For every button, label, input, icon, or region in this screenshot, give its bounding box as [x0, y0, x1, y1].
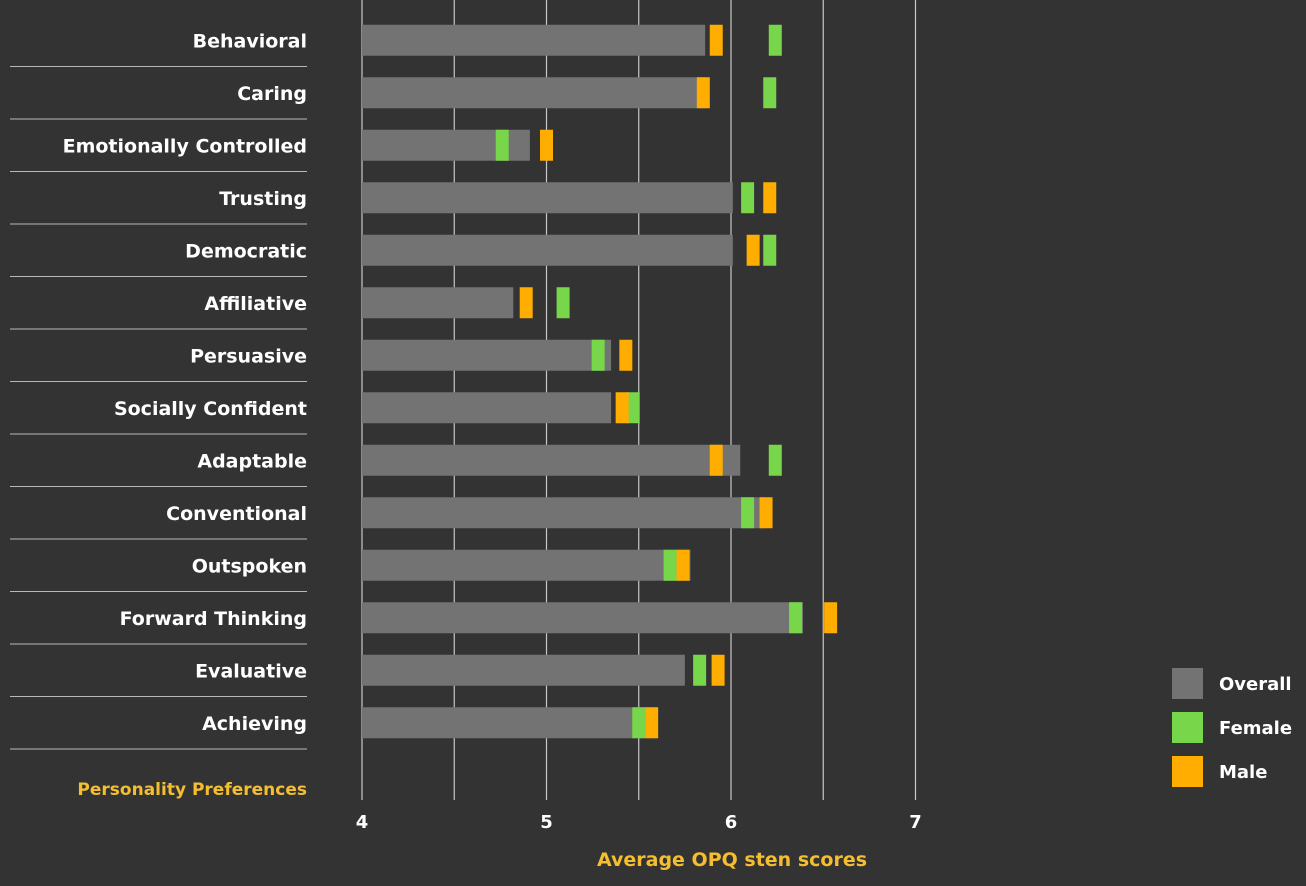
- marker-female: [495, 129, 509, 161]
- marker-female: [632, 707, 646, 739]
- bar-overall: [362, 707, 658, 739]
- legend-swatch-female: [1172, 712, 1203, 743]
- category-label: Socially Confident: [114, 398, 307, 420]
- bars: [362, 24, 838, 739]
- marker-female: [768, 24, 782, 56]
- legend-label-male: Male: [1219, 762, 1267, 783]
- marker-female: [741, 497, 755, 529]
- category-label: Affiliative: [204, 293, 307, 315]
- marker-female: [789, 602, 803, 634]
- marker-male: [824, 602, 838, 634]
- bar-overall: [362, 602, 803, 634]
- marker-female: [768, 444, 782, 476]
- row-separators: [10, 66, 307, 750]
- x-tick-labels: 4 5 6 7: [356, 812, 922, 833]
- marker-male: [696, 77, 710, 109]
- marker-female: [591, 339, 605, 371]
- marker-female: [626, 392, 640, 424]
- x-tick-label: 6: [725, 812, 738, 833]
- marker-male: [709, 444, 723, 476]
- bar-overall: [362, 182, 733, 214]
- marker-male: [645, 707, 659, 739]
- x-tick-label: 5: [540, 812, 553, 833]
- bar-overall: [362, 287, 514, 319]
- bar-overall: [362, 549, 691, 581]
- marker-male: [759, 497, 773, 529]
- bar-overall: [362, 234, 733, 266]
- bar-overall: [362, 77, 706, 109]
- legend-label-overall: Overall: [1219, 674, 1292, 695]
- x-tick-label: 4: [356, 812, 369, 833]
- marker-male: [676, 549, 690, 581]
- marker-male: [519, 287, 533, 319]
- category-label: Adaptable: [197, 450, 307, 472]
- bar-overall: [362, 654, 685, 686]
- category-label: Persuasive: [190, 345, 307, 367]
- category-label: Conventional: [166, 503, 307, 525]
- legend-swatch-overall: [1172, 668, 1203, 699]
- marker-male: [615, 392, 629, 424]
- marker-female: [763, 77, 777, 109]
- legend: Overall Female Male: [1172, 668, 1292, 787]
- marker-male: [746, 234, 760, 266]
- marker-male: [709, 24, 723, 56]
- category-label: Trusting: [219, 188, 307, 210]
- x-tick-label: 7: [909, 812, 922, 833]
- marker-male: [711, 654, 725, 686]
- category-label: Achieving: [202, 713, 307, 735]
- bar-overall: [362, 339, 612, 371]
- marker-male: [619, 339, 633, 371]
- marker-female: [693, 654, 707, 686]
- category-label: Outspoken: [192, 555, 307, 577]
- bar-overall: [362, 444, 741, 476]
- marker-female: [663, 549, 677, 581]
- category-label: Evaluative: [195, 660, 307, 682]
- marker-male: [540, 129, 553, 161]
- bar-overall: [362, 24, 706, 56]
- category-label: Caring: [237, 83, 307, 105]
- bar-overall: [362, 497, 767, 529]
- category-labels: Behavioral Caring Emotionally Controlled Tr…: [63, 30, 307, 735]
- marker-female: [763, 234, 777, 266]
- category-label: Democratic: [185, 240, 307, 262]
- marker-female: [741, 182, 755, 214]
- category-label: Behavioral: [193, 30, 307, 52]
- marker-male: [763, 182, 777, 214]
- bar-overall: [362, 392, 612, 424]
- legend-label-female: Female: [1219, 718, 1292, 739]
- y-axis-title: Personality Preferences: [77, 780, 307, 800]
- category-label: Emotionally Controlled: [63, 135, 307, 157]
- category-label: Forward Thinking: [120, 608, 307, 630]
- legend-swatch-male: [1172, 756, 1203, 787]
- marker-female: [556, 287, 570, 319]
- x-axis-title: Average OPQ sten scores: [597, 849, 867, 871]
